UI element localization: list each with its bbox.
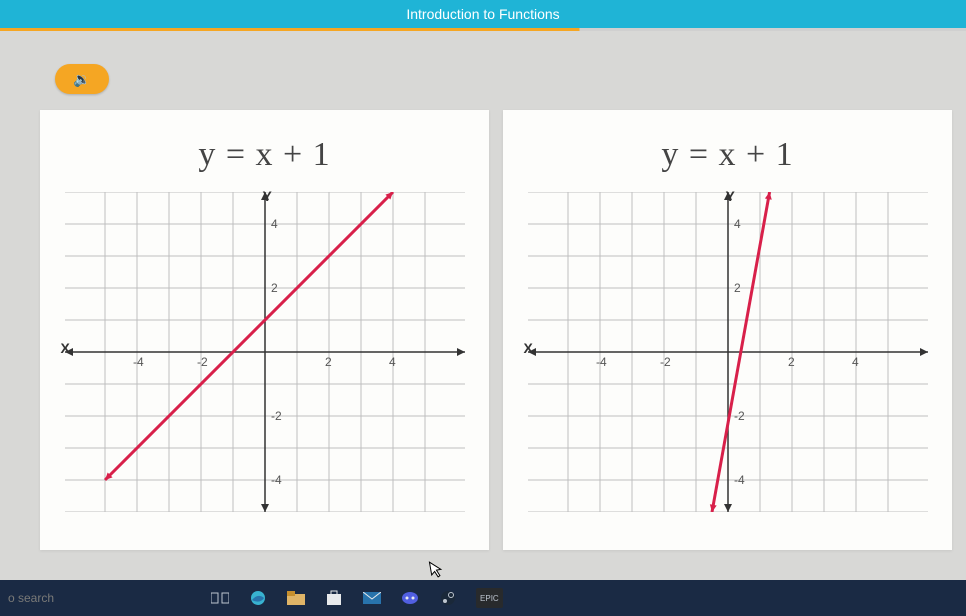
steam-icon[interactable] (438, 588, 458, 608)
equation-text: y = x + 1 (661, 136, 793, 174)
answer-card-left[interactable]: y = x + 1 X Y -4 -2 2 4 -4 -2 2 4 (40, 110, 489, 550)
epic-icon[interactable]: EPIC (476, 588, 503, 608)
file-explorer-icon[interactable] (286, 588, 306, 608)
y-axis-label: Y (726, 188, 735, 204)
svg-text:4: 4 (852, 355, 859, 369)
discord-icon[interactable] (400, 588, 420, 608)
graph-svg-left: -4 -2 2 4 -4 -2 2 4 (65, 192, 465, 512)
svg-text:4: 4 (389, 355, 396, 369)
y-axis-label: Y (263, 188, 272, 204)
svg-text:-4: -4 (734, 473, 745, 487)
svg-text:2: 2 (325, 355, 332, 369)
speaker-icon: 🔉 (73, 71, 90, 88)
task-view-icon[interactable] (210, 588, 230, 608)
svg-text:-2: -2 (660, 355, 671, 369)
answer-card-right[interactable]: y = x + 1 X Y -4 -2 2 4 -4 -2 2 4 (503, 110, 952, 550)
graph-svg-right: -4 -2 2 4 -4 -2 2 4 (528, 192, 928, 512)
lesson-topbar: Introduction to Functions (0, 0, 966, 28)
store-icon[interactable] (324, 588, 344, 608)
windows-taskbar[interactable]: o search EPIC (0, 580, 966, 616)
svg-text:4: 4 (271, 217, 278, 231)
x-axis-label: X (524, 340, 533, 356)
svg-text:-2: -2 (271, 409, 282, 423)
svg-text:2: 2 (734, 281, 741, 295)
lesson-title: Introduction to Functions (406, 6, 559, 22)
graph-left: X Y -4-224-4-224 (65, 192, 465, 512)
taskbar-search-text[interactable]: o search (8, 591, 54, 605)
cursor-icon (428, 559, 445, 582)
audio-button[interactable]: 🔉 (55, 64, 109, 94)
equation-text: y = x + 1 (198, 136, 330, 174)
svg-text:-4: -4 (596, 355, 607, 369)
answer-cards: y = x + 1 X Y -4 -2 2 4 -4 -2 2 4 y = x + 1 X Y… (40, 110, 952, 550)
svg-text:-4: -4 (271, 473, 282, 487)
svg-text:-2: -2 (734, 409, 745, 423)
mail-icon[interactable] (362, 588, 382, 608)
graph-right: X Y -4-224-4-224 (528, 192, 928, 512)
svg-text:-2: -2 (197, 355, 208, 369)
svg-text:2: 2 (788, 355, 795, 369)
edge-icon[interactable] (248, 588, 268, 608)
svg-text:2: 2 (271, 281, 278, 295)
svg-text:-4: -4 (133, 355, 144, 369)
x-axis-label: X (61, 340, 70, 356)
svg-text:4: 4 (734, 217, 741, 231)
